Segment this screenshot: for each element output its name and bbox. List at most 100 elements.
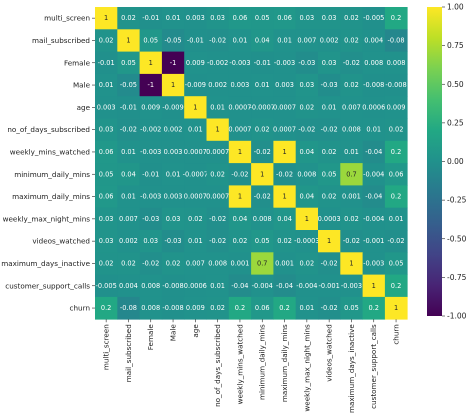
heatmap-cell	[228, 7, 252, 30]
heatmap-cell	[228, 207, 252, 231]
cell-value-label: 0.007	[342, 103, 361, 111]
cell-value-label: -0.03	[142, 215, 159, 223]
heatmap-cell	[117, 29, 140, 52]
cell-value-label: 0.003	[231, 81, 250, 89]
colorbar-tick-label: -0.25	[447, 196, 467, 205]
cell-value-label: 0.05	[255, 14, 270, 22]
heatmap-cell	[384, 296, 408, 320]
cell-value-label: -0.01	[254, 59, 271, 67]
cell-value-label: 0.003	[186, 14, 205, 22]
heatmap-cell	[184, 274, 207, 298]
cell-value-label: -0.05	[165, 36, 182, 44]
heatmap-cell	[340, 29, 363, 52]
cell-value-label: 0.003	[275, 81, 294, 89]
heatmap-cell	[251, 296, 274, 320]
cell-value-label: 0.02	[344, 215, 359, 223]
cell-value-label: 0.02	[99, 259, 114, 267]
cell-value-label: -0.03	[165, 237, 182, 245]
heatmap-cell	[161, 29, 185, 52]
heatmap-cell	[139, 274, 163, 298]
cell-value-label: 1	[282, 148, 286, 156]
heatmap-cell	[318, 230, 341, 253]
cell-value-label: 0.06	[99, 148, 114, 156]
heatmap-cell	[95, 252, 118, 275]
heatmap-cell	[273, 296, 297, 320]
heatmap-cell	[161, 185, 185, 209]
cell-value-label: 0.04	[300, 193, 315, 201]
cell-value-label: 0.003	[97, 103, 116, 111]
heatmap-cells: 1 0.02 -0.01 0.01 0.003 0.03 0.06 0.05 0.06 0.03 0…	[95, 7, 408, 320]
heatmap-cell	[340, 118, 363, 142]
cell-value-label: -0.01	[120, 103, 137, 111]
cell-value-label: 0.2	[369, 304, 380, 312]
heatmap-cell	[273, 73, 297, 97]
y-tick-label: mail_subscribed	[32, 36, 90, 45]
cell-value-label: 0.2	[101, 304, 112, 312]
cell-value-label: 0.7	[346, 170, 357, 178]
cell-value-label: 1	[394, 304, 398, 312]
heatmap-cell	[273, 207, 297, 231]
cell-value-label: 1	[193, 103, 197, 111]
colorbar-tick-label: 0.00	[447, 157, 464, 166]
heatmap-cell	[384, 230, 408, 253]
heatmap-cell	[117, 207, 140, 231]
colorbar-tick-label: 0.25	[447, 118, 464, 127]
heatmap-cell	[161, 230, 185, 253]
heatmap-cell	[340, 274, 363, 298]
cell-value-label: 0.02	[233, 237, 248, 245]
heatmap-cell	[139, 140, 163, 164]
heatmap-cell	[295, 73, 319, 97]
heatmap-cell	[251, 185, 274, 209]
cell-value-label: 0.001	[342, 193, 361, 201]
cell-value-label: -0.003	[229, 59, 250, 67]
heatmap-cell	[318, 51, 341, 75]
heatmap-cell	[228, 96, 252, 119]
heatmap-cell	[362, 118, 386, 142]
heatmap-cell	[273, 118, 297, 142]
cell-value-label: -0.08	[120, 304, 137, 312]
cell-value-label: 0.008	[141, 304, 160, 312]
cell-value-label: 0.03	[99, 237, 114, 245]
heatmap-cell	[362, 140, 386, 164]
heatmap-cell	[117, 118, 140, 142]
heatmap-cell	[340, 96, 363, 119]
heatmap-cell	[228, 252, 252, 275]
cell-value-label: 0.01	[121, 148, 136, 156]
cell-value-label: 0.04	[300, 148, 315, 156]
x-tick-label: age	[191, 324, 200, 338]
cell-value-label: 0.009	[186, 304, 205, 312]
heatmap-cell	[117, 296, 140, 320]
heatmap-cell	[295, 96, 319, 119]
heatmap-cell	[340, 252, 363, 275]
x-tick-label: Female	[146, 324, 155, 351]
cell-value-label: -0.04	[365, 148, 382, 156]
cell-value-label: -0.003	[140, 148, 161, 156]
y-tick-label: minimum_daily_mins	[14, 170, 90, 179]
heatmap-cell	[295, 185, 319, 209]
cell-value-label: 0.008	[387, 59, 406, 67]
heatmap-cell	[228, 140, 252, 164]
cell-value-label: 0.2	[391, 14, 402, 22]
cell-value-label: 0.03	[322, 59, 337, 67]
heatmap-cell	[295, 296, 319, 320]
heatmap-cell	[139, 96, 163, 119]
cell-value-label: 0.007	[119, 215, 138, 223]
heatmap-cell	[362, 185, 386, 209]
heatmap-cell	[228, 73, 252, 97]
heatmap-cell	[340, 51, 363, 75]
cell-value-label: 0.009	[186, 59, 205, 67]
heatmap-cell	[273, 163, 297, 186]
heatmap-cell	[340, 7, 363, 30]
heatmap-cell	[206, 140, 230, 164]
heatmap-cell	[117, 252, 140, 275]
x-tick-label: weekly_mins_watched	[235, 324, 244, 404]
x-tick-labels: multi_screen mail_subscribed Female Male age…	[102, 319, 401, 413]
colorbar-tick-label: 0.75	[447, 41, 464, 50]
cell-value-label: -0.008	[162, 304, 183, 312]
cell-value-label: -0.02	[231, 170, 248, 178]
x-tick-label: minimum_daily_mins	[258, 324, 267, 400]
heatmap-cell	[139, 252, 163, 275]
cell-value-label: 0.04	[121, 170, 136, 178]
y-tick-label: customer_support_calls	[5, 281, 90, 290]
heatmap-cell	[95, 296, 118, 320]
